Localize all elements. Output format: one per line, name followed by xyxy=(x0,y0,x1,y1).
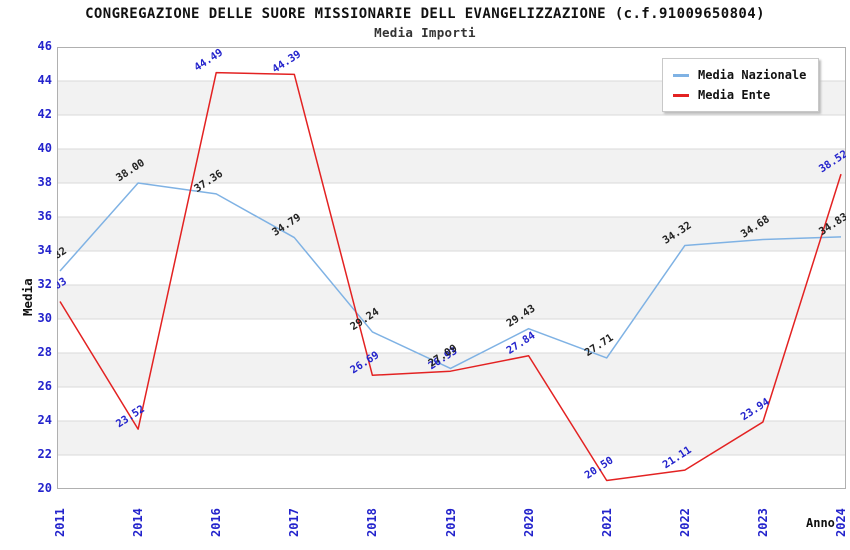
legend-marker-nazionale-icon xyxy=(673,73,689,77)
legend-marker-ente-icon xyxy=(673,93,689,97)
y-tick-label: 38 xyxy=(37,175,52,189)
data-label: 32.82 xyxy=(57,245,69,272)
legend-label-nazionale: Media Nazionale xyxy=(698,68,807,82)
plot-band xyxy=(57,149,846,183)
data-label: 31.03 xyxy=(57,275,69,302)
y-tick-label: 40 xyxy=(37,141,52,155)
x-tick-label: 2017 xyxy=(287,508,302,537)
y-axis-title: Media xyxy=(20,278,35,316)
x-tick-label: 2020 xyxy=(521,508,536,537)
media-ente-line xyxy=(59,71,842,482)
plot-band xyxy=(57,353,846,387)
x-axis-title: Anno xyxy=(806,516,835,530)
y-tick-label: 22 xyxy=(37,447,52,461)
data-label: 20.50 xyxy=(583,454,616,481)
x-tick-label: 2019 xyxy=(443,508,458,537)
x-tick-label: 2014 xyxy=(131,508,146,537)
data-label: 44.49 xyxy=(192,47,225,74)
data-label: 44.39 xyxy=(270,48,303,75)
x-tick-label: 2018 xyxy=(365,508,380,537)
plot-band xyxy=(57,421,846,455)
y-tick-label: 44 xyxy=(37,73,52,87)
legend-item-media-ente: Media Ente xyxy=(673,85,806,105)
legend-item-media-nazionale: Media Nazionale xyxy=(673,65,806,85)
y-tick-label: 46 xyxy=(37,39,52,53)
y-tick-label: 20 xyxy=(37,481,52,495)
x-tick-label: 2022 xyxy=(677,508,692,537)
y-tick-label: 36 xyxy=(37,209,52,223)
x-tick-label: 2021 xyxy=(599,508,614,537)
y-tick-label: 30 xyxy=(37,311,52,325)
legend: Media Nazionale Media Ente xyxy=(662,58,820,112)
plot-border xyxy=(57,47,846,489)
chart-title: CONGREGAZIONE DELLE SUORE MISSIONARIE DE… xyxy=(85,6,765,22)
x-tick-label: 2024 xyxy=(834,508,848,537)
x-tick-label: 2011 xyxy=(53,508,67,537)
plot-band xyxy=(57,285,846,319)
x-tick-label: 2016 xyxy=(209,508,224,537)
y-tick-label: 26 xyxy=(37,379,52,393)
y-tick-label: 42 xyxy=(37,107,52,121)
chart-subtitle: Media Importi xyxy=(374,25,476,40)
plot-band xyxy=(57,217,846,251)
y-tick-label: 34 xyxy=(37,243,52,257)
media-nazionale-line xyxy=(59,182,842,370)
y-tick-label: 28 xyxy=(37,345,52,359)
y-tick-label: 32 xyxy=(37,277,52,291)
x-tick-label: 2023 xyxy=(755,508,770,537)
y-tick-label: 24 xyxy=(37,413,52,427)
legend-label-ente: Media Ente xyxy=(698,88,771,102)
